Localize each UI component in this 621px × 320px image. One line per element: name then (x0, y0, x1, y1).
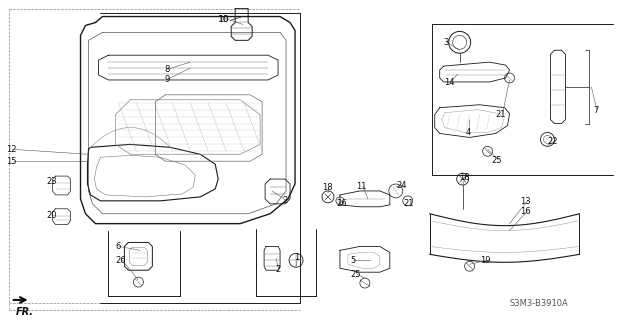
Text: 21: 21 (404, 199, 414, 208)
Text: 2: 2 (282, 196, 288, 205)
Text: S3M3-B3910A: S3M3-B3910A (510, 299, 568, 308)
Text: 26: 26 (336, 199, 347, 208)
Text: 23: 23 (47, 177, 57, 186)
Text: FR.: FR. (16, 307, 34, 317)
Text: 21: 21 (496, 110, 506, 119)
Text: 24: 24 (397, 181, 407, 190)
Text: 15: 15 (6, 157, 16, 166)
Text: 8: 8 (165, 65, 170, 74)
Text: 6: 6 (116, 243, 121, 252)
Text: 4: 4 (466, 128, 471, 137)
Text: 2: 2 (275, 265, 280, 274)
Text: 13: 13 (520, 197, 531, 206)
Text: 10: 10 (218, 15, 230, 24)
Text: 11: 11 (356, 182, 366, 191)
Text: 1: 1 (294, 253, 299, 262)
Text: 18: 18 (322, 183, 333, 192)
Text: 18: 18 (459, 173, 469, 182)
Text: 3: 3 (443, 38, 449, 47)
Text: 10: 10 (218, 15, 229, 24)
Text: 5: 5 (350, 256, 355, 265)
Text: 14: 14 (443, 78, 454, 87)
Text: 22: 22 (548, 137, 558, 147)
Text: 16: 16 (520, 207, 531, 216)
Text: 25: 25 (350, 270, 360, 279)
Text: 20: 20 (47, 211, 57, 220)
Text: 26: 26 (116, 256, 126, 265)
Text: 12: 12 (6, 145, 16, 154)
Text: 9: 9 (165, 75, 170, 84)
Text: 7: 7 (594, 106, 599, 115)
Text: 25: 25 (492, 156, 502, 165)
Text: 19: 19 (479, 256, 490, 265)
